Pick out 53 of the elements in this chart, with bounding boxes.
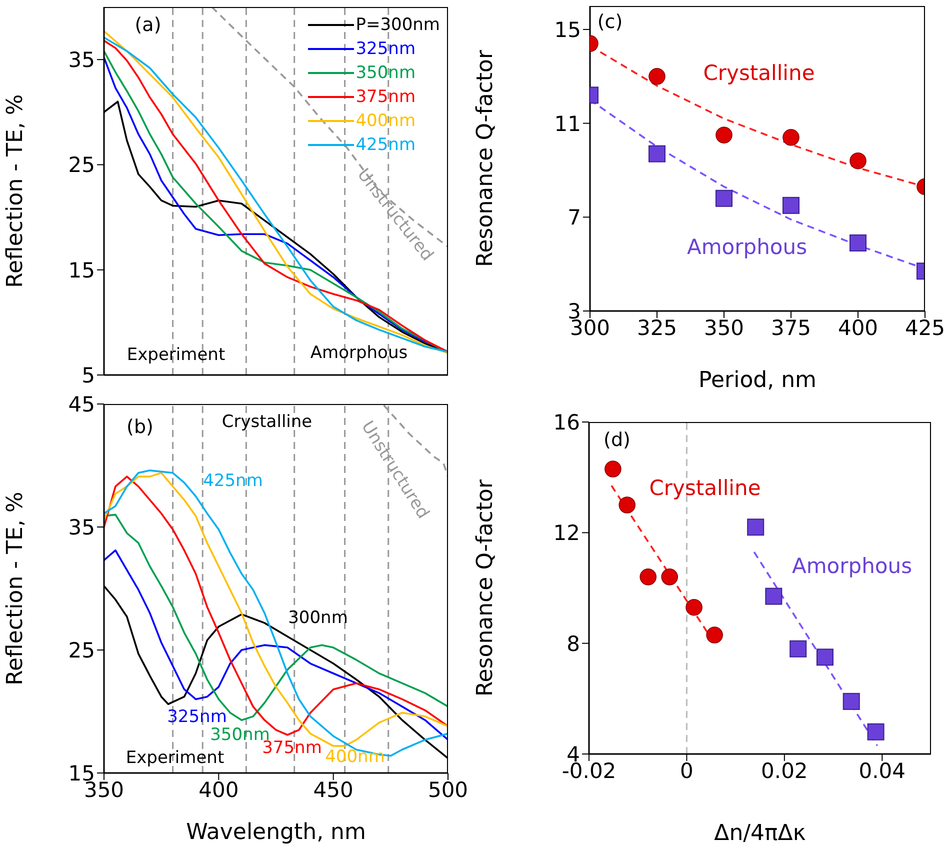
series-label: Amorphous <box>792 554 912 578</box>
annotation: (c) <box>597 11 623 33</box>
series-label: 325nm <box>167 707 227 727</box>
y-tick-label: 25 <box>68 153 95 178</box>
annotation: Amorphous <box>310 343 408 363</box>
y-tick-label: 45 <box>68 392 95 416</box>
series-label: 425nm <box>203 471 263 491</box>
x-tick-label: 0 <box>680 758 694 783</box>
series-label: Amorphous <box>686 235 808 259</box>
series-label: Crystalline <box>649 476 761 500</box>
y-tick-label: 12 <box>553 521 580 546</box>
legend-label: P=300nm <box>356 15 440 35</box>
y-tick-label: 15 <box>554 18 581 42</box>
y-tick-label: 25 <box>68 638 95 662</box>
series-label: Crystalline <box>703 61 815 85</box>
x-tick-label: 400 <box>198 778 239 802</box>
series-label: 300nm <box>288 608 348 628</box>
y-tick-label: 8 <box>566 632 580 656</box>
annotation: Experiment <box>126 345 226 365</box>
y-tick-label: 15 <box>68 258 95 282</box>
legend-label: 425nm <box>356 135 416 155</box>
annotation: (d) <box>604 429 630 451</box>
x-tick-label: 0.02 <box>761 758 808 783</box>
annotation: Experiment <box>126 748 224 768</box>
x-tick-label: 375 <box>770 316 812 340</box>
x-axis-title: Wavelength, nm <box>186 820 366 845</box>
x-tick-label: 425 <box>904 316 946 340</box>
x-tick-label: 500 <box>428 778 468 802</box>
x-axis-title: Period, nm <box>698 368 816 393</box>
x-tick-label: 350 <box>704 316 744 340</box>
legend-label: 375nm <box>356 87 416 107</box>
x-tick-label: 325 <box>636 316 678 340</box>
y-tick-label: 35 <box>68 515 95 540</box>
x-tick-label: 400 <box>838 316 878 340</box>
x-tick-label: 450 <box>313 778 354 802</box>
series-label: 400nm <box>325 747 385 767</box>
legend-label: 325nm <box>356 39 416 59</box>
annotation: Crystalline <box>222 412 312 432</box>
x-axis-title: Δn/4πΔκ <box>714 821 806 846</box>
y-tick-label: 16 <box>553 410 580 434</box>
legend-label: 350nm <box>356 63 416 83</box>
y-axis-title: Reflection - TE, % <box>2 492 28 686</box>
legend-label: 400nm <box>356 111 416 131</box>
y-axis-title: Resonance Q-factor <box>472 478 498 697</box>
y-tick-label: 5 <box>82 363 95 388</box>
annotation: (b) <box>126 416 154 438</box>
y-axis-title: Resonance Q-factor <box>472 49 498 268</box>
x-tick-label: 0.04 <box>858 758 906 783</box>
y-axis-title: Reflection - TE, % <box>2 94 28 288</box>
y-tick-label: 11 <box>554 112 581 136</box>
annotation: (a) <box>134 14 162 36</box>
y-tick-label: 35 <box>68 48 95 72</box>
y-tick-label: 7 <box>568 206 581 230</box>
